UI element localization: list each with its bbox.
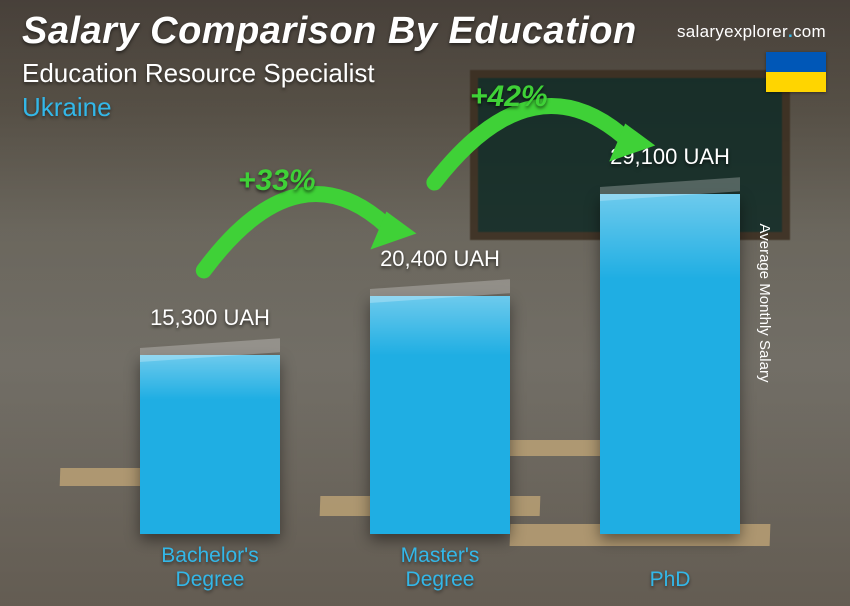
bar-1: [370, 289, 510, 534]
increase-label: +33%: [238, 164, 316, 198]
brand-prefix: salaryexplorer: [677, 22, 788, 41]
bar-body: [140, 355, 280, 534]
bar-category-label: Master'sDegree: [340, 544, 540, 592]
brand-label: salaryexplorer.com: [677, 22, 826, 42]
bar-body: [370, 296, 510, 534]
bar-body: [600, 194, 740, 534]
brand-suffix: com: [793, 22, 826, 41]
bar-0: [140, 348, 280, 534]
flag-stripe-top: [766, 52, 826, 72]
increase-label: +42%: [470, 80, 548, 114]
flag-ukraine: [766, 52, 826, 92]
bar-category-label: Bachelor'sDegree: [110, 544, 310, 592]
content-overlay: Salary Comparison By Education Education…: [0, 0, 850, 606]
bar-value-label: 15,300 UAH: [110, 305, 310, 331]
flag-stripe-bottom: [766, 72, 826, 92]
page-subtitle: Education Resource Specialist: [22, 58, 375, 89]
bar-2: [600, 187, 740, 534]
infographic-canvas: Salary Comparison By Education Education…: [0, 0, 850, 606]
page-title: Salary Comparison By Education: [22, 10, 637, 53]
bar-category-label: PhD: [570, 568, 770, 592]
